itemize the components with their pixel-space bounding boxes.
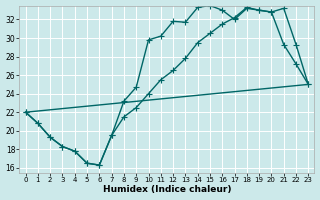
X-axis label: Humidex (Indice chaleur): Humidex (Indice chaleur) — [103, 185, 231, 194]
